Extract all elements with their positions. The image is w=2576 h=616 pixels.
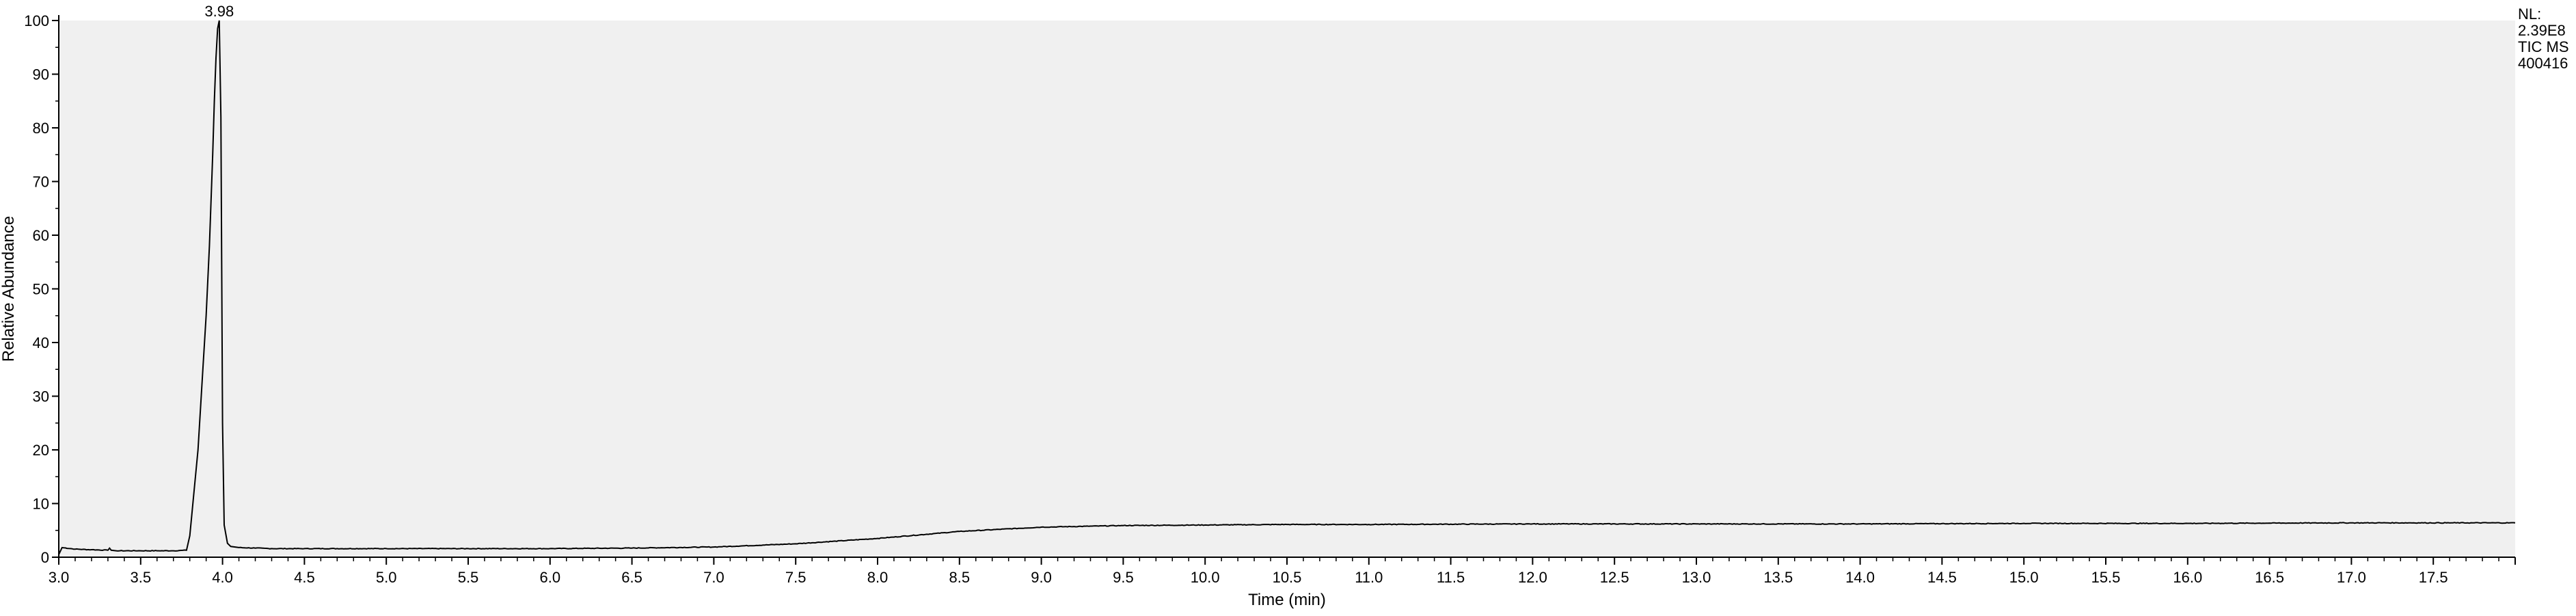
x-tick-label: 12.0 [1518, 569, 1547, 586]
y-tick-label: 90 [33, 66, 49, 83]
y-axis-title: Relative Abundance [0, 216, 18, 362]
x-tick-label: 10.0 [1191, 569, 1220, 586]
y-tick-label: 60 [33, 227, 49, 244]
x-tick-label: 11.0 [1355, 569, 1383, 586]
x-tick-label: 5.0 [376, 569, 397, 586]
x-tick-label: 6.5 [621, 569, 642, 586]
x-tick-label: 15.0 [2009, 569, 2039, 586]
info-line: NL: [2518, 5, 2541, 23]
x-tick-label: 7.0 [703, 569, 724, 586]
x-tick-label: 8.0 [867, 569, 889, 586]
x-tick-label: 5.5 [458, 569, 479, 586]
x-tick-label: 12.5 [1600, 569, 1629, 586]
annotations: 3.98 [204, 3, 234, 20]
x-tick-label: 17.0 [2337, 569, 2366, 586]
x-tick-label: 13.5 [1763, 569, 1793, 586]
x-tick-label: 14.5 [1927, 569, 1957, 586]
y-tick-label: 100 [24, 12, 49, 29]
x-tick-label: 4.5 [294, 569, 315, 586]
y-tick-label: 10 [33, 496, 49, 513]
x-tick-label: 14.0 [1845, 569, 1875, 586]
y-tick-label: 20 [33, 442, 49, 459]
x-tick-label: 7.5 [785, 569, 806, 586]
x-tick-label: 17.5 [2419, 569, 2448, 586]
y-tick-label: 80 [33, 120, 49, 137]
x-tick-label: 10.5 [1273, 569, 1302, 586]
x-tick-label: 11.5 [1437, 569, 1465, 586]
x-tick-label: 6.0 [540, 569, 561, 586]
x-axis-ticks: 3.0 3.5 4.0 4.5 5.0 5.5 6.0 6.5 7.0 7.5 8.0 8.5 9.0 9… [49, 557, 2516, 586]
x-axis-title: Time (min) [1248, 591, 1326, 609]
x-tick-label: 9.0 [1031, 569, 1052, 586]
x-tick-label: 15.5 [2091, 569, 2121, 586]
x-tick-label: 9.5 [1113, 569, 1134, 586]
x-tick-label: 3.5 [131, 569, 152, 586]
x-tick-label: 16.0 [2173, 569, 2202, 586]
x-tick-label: 13.0 [1682, 569, 1711, 586]
y-tick-label: 30 [33, 388, 49, 405]
x-tick-label: 3.0 [49, 569, 70, 586]
y-tick-label: 50 [33, 281, 49, 298]
x-tick-label: 4.0 [212, 569, 233, 586]
plot-area [59, 21, 2515, 557]
x-tick-label: 8.5 [949, 569, 971, 586]
peak-label: 3.98 [204, 3, 234, 20]
series-line-tic [58, 20, 2516, 555]
info-line: 2.39E8 [2518, 22, 2566, 39]
x-tick-label: 16.5 [2255, 569, 2284, 586]
y-tick-label: 40 [33, 334, 49, 351]
y-tick-label: 0 [41, 549, 49, 566]
y-tick-label: 70 [33, 174, 49, 191]
y-axis-ticks: 0 10 20 30 40 50 60 70 80 90 100 [24, 12, 59, 566]
info-line: TIC MS [2518, 38, 2569, 55]
info-line: 400416 [2518, 55, 2568, 72]
